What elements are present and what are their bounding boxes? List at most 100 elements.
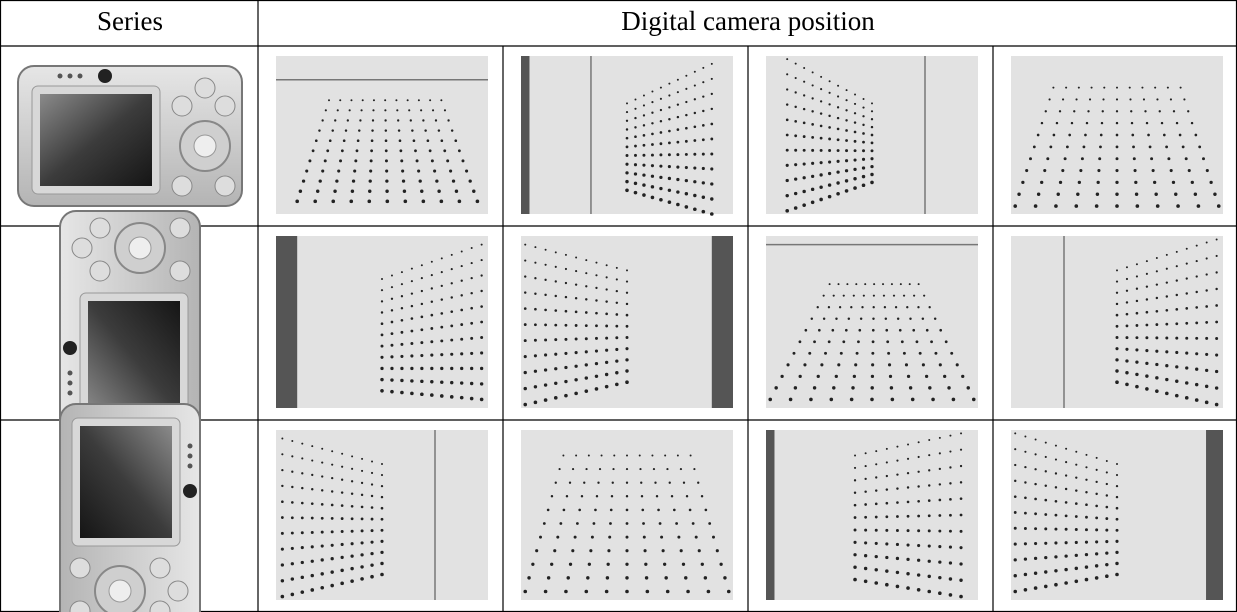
grid-dot bbox=[1083, 145, 1086, 148]
grid-dot bbox=[651, 455, 653, 457]
grid-dot bbox=[524, 371, 527, 374]
grid-dot bbox=[853, 553, 856, 556]
grid-dot bbox=[918, 441, 920, 443]
grid-dot bbox=[682, 563, 685, 566]
grid-dot bbox=[643, 134, 646, 137]
grid-dot bbox=[416, 159, 419, 162]
calibration-photo bbox=[521, 236, 733, 408]
grid-dot bbox=[871, 134, 874, 137]
grid-dot bbox=[575, 351, 578, 354]
grid-dot bbox=[803, 108, 805, 110]
grid-dot bbox=[1066, 145, 1069, 148]
grid-dot bbox=[811, 149, 814, 152]
calibration-photo bbox=[1011, 430, 1223, 600]
grid-dot bbox=[875, 450, 877, 452]
grid-dot bbox=[875, 529, 878, 532]
grid-dot bbox=[373, 99, 375, 101]
grid-dot bbox=[1136, 275, 1138, 277]
grid-dot bbox=[593, 522, 596, 525]
grid-dot bbox=[575, 324, 578, 327]
grid-dot bbox=[1013, 204, 1017, 208]
grid-dot bbox=[386, 200, 390, 204]
grid-dot bbox=[896, 543, 899, 546]
grid-dot bbox=[856, 352, 859, 355]
grid-dot bbox=[371, 506, 374, 509]
grid-dot bbox=[1075, 489, 1077, 491]
grid-dot bbox=[1215, 304, 1218, 307]
grid-dot bbox=[1176, 204, 1180, 208]
grid-dot bbox=[605, 300, 607, 302]
grid-dot bbox=[299, 190, 302, 193]
grid-dot bbox=[858, 329, 861, 332]
grid-dot bbox=[411, 280, 413, 282]
grid-dot bbox=[702, 124, 705, 127]
grid-dot bbox=[1084, 134, 1087, 137]
grid-dot bbox=[320, 572, 323, 575]
grid-dot bbox=[356, 149, 359, 152]
grid-dot bbox=[1186, 292, 1188, 294]
grid-dot bbox=[1115, 181, 1118, 184]
grid-dot bbox=[651, 101, 653, 103]
grid-dot bbox=[853, 168, 856, 171]
grid-dot bbox=[799, 340, 802, 343]
grid-dot bbox=[331, 464, 333, 466]
grid-dot bbox=[875, 489, 877, 491]
grid-dot bbox=[702, 95, 704, 97]
grid-dot bbox=[802, 190, 805, 193]
grid-dot bbox=[917, 544, 920, 547]
grid-dot bbox=[350, 579, 354, 583]
grid-dot bbox=[1025, 169, 1028, 172]
grid-dot bbox=[291, 486, 293, 488]
grid-dot bbox=[854, 455, 856, 457]
grid-dot bbox=[1037, 193, 1040, 196]
grid-dot bbox=[897, 317, 899, 319]
grid-dot bbox=[906, 572, 909, 575]
grid-dot bbox=[534, 401, 538, 405]
grid-dot bbox=[625, 163, 628, 166]
grid-dot bbox=[1115, 540, 1118, 543]
grid-dot bbox=[381, 496, 383, 498]
grid-dot bbox=[480, 382, 483, 385]
grid-dot bbox=[685, 114, 687, 116]
grid-dot bbox=[437, 190, 440, 193]
grid-dot bbox=[850, 398, 854, 402]
grid-dot bbox=[838, 283, 840, 285]
grid-dot bbox=[828, 172, 831, 175]
grid-dot bbox=[524, 355, 527, 358]
grid-dot bbox=[669, 482, 671, 484]
grid-dot bbox=[626, 137, 629, 140]
grid-dot bbox=[565, 282, 567, 284]
photo-edge bbox=[276, 236, 297, 408]
grid-dot bbox=[1195, 291, 1197, 293]
camera-button bbox=[183, 484, 197, 498]
grid-dot bbox=[873, 295, 875, 297]
grid-dot bbox=[676, 203, 680, 207]
grid-dot bbox=[634, 191, 638, 195]
grid-dot bbox=[461, 280, 463, 282]
grid-dot bbox=[695, 536, 698, 539]
grid-dot bbox=[928, 544, 931, 547]
photo-background bbox=[766, 430, 978, 600]
grid-dot bbox=[396, 109, 398, 111]
grid-dot bbox=[347, 119, 349, 121]
grid-dot bbox=[310, 588, 314, 592]
grid-dot bbox=[350, 567, 353, 570]
grid-dot bbox=[585, 350, 588, 353]
grid-dot bbox=[625, 180, 628, 183]
grid-dot bbox=[291, 455, 293, 457]
grid-dot bbox=[1057, 193, 1060, 196]
grid-dot bbox=[1196, 275, 1198, 277]
grid-dot bbox=[360, 109, 362, 111]
grid-dot bbox=[1014, 574, 1017, 577]
header-cell: Series bbox=[97, 6, 163, 36]
grid-dot bbox=[668, 142, 671, 145]
grid-dot bbox=[300, 590, 304, 594]
grid-dot bbox=[291, 501, 294, 504]
grid-dot bbox=[349, 109, 351, 111]
grid-dot bbox=[704, 576, 707, 579]
grid-dot bbox=[642, 522, 645, 525]
grid-dot bbox=[1115, 573, 1119, 577]
grid-dot bbox=[645, 576, 648, 579]
grid-dot bbox=[702, 138, 705, 141]
grid-dot bbox=[820, 88, 822, 90]
